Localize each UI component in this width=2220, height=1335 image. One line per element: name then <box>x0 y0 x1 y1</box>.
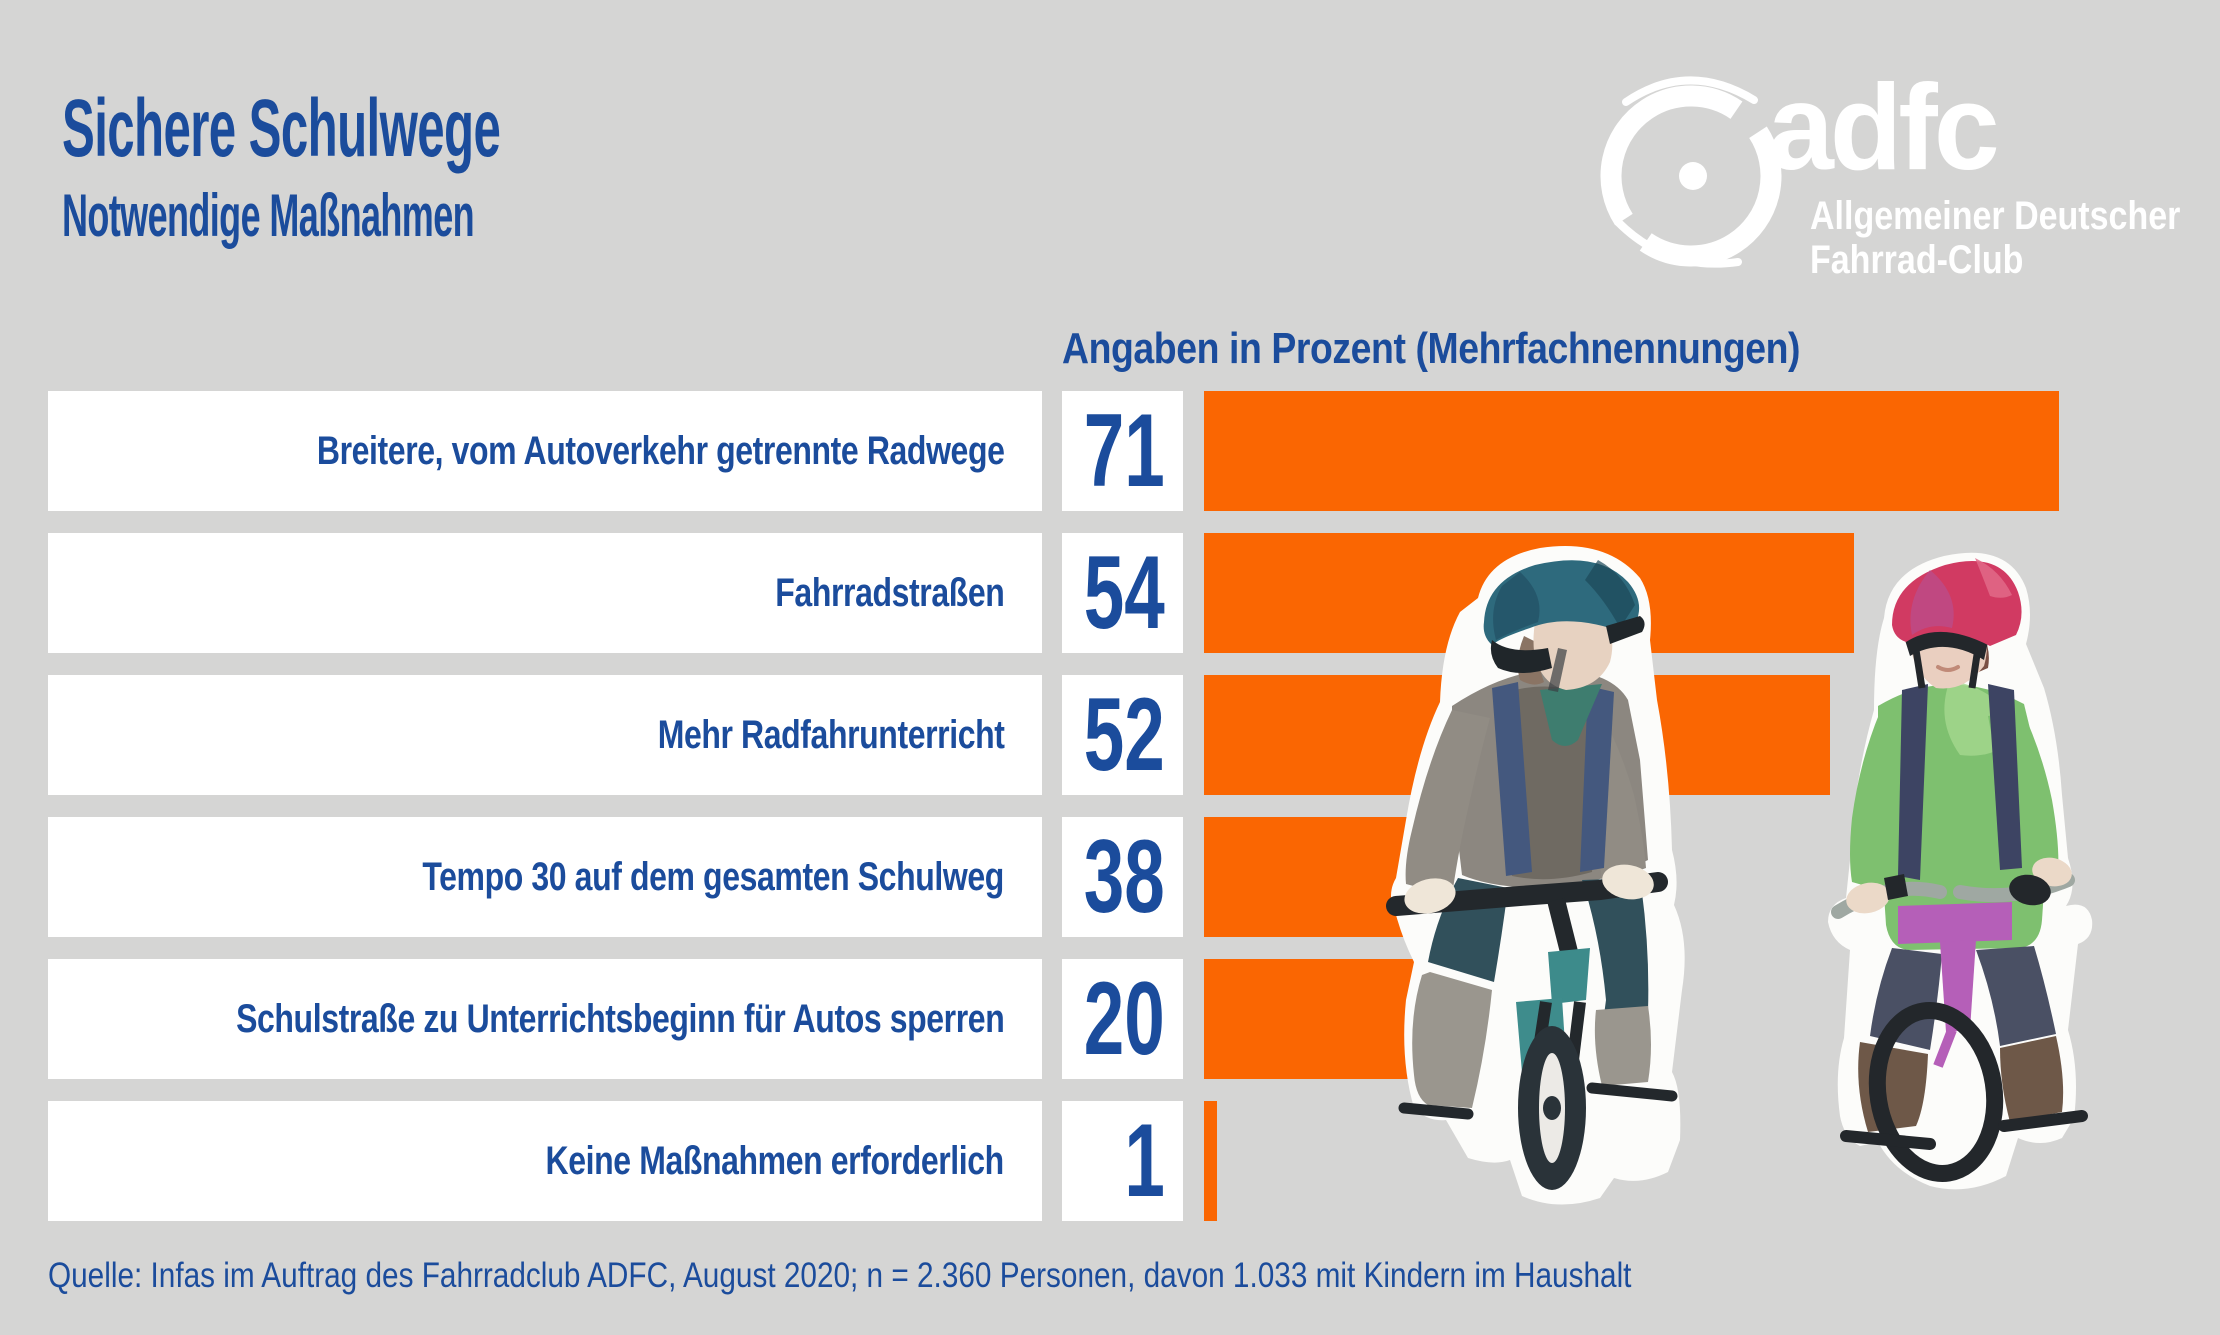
value-label: 1 <box>1062 1101 1183 1221</box>
category-label: Mehr Radfahrunterricht <box>48 675 1042 795</box>
page-subtitle: Notwendige Maßnahmen <box>62 182 475 249</box>
logo-tagline-line2: Fahrrad-Club <box>1810 238 2024 282</box>
logo-tagline-line1: Allgemeiner Deutscher <box>1810 194 2181 238</box>
logo-brand: adfc <box>1768 59 2000 195</box>
category-label: Breitere, vom Autoverkehr getrennte Radw… <box>48 391 1042 511</box>
chart-row: Keine Maßnahmen erforderlich 1 <box>0 1101 2220 1221</box>
title-block: Sichere Schulwege Notwendige Maßnahmen <box>62 88 792 246</box>
page-title: Sichere Schulwege <box>62 83 501 174</box>
chart-units-label: Angaben in Prozent (Mehrfachnennungen) <box>1062 324 1801 373</box>
value-label: 20 <box>1062 959 1183 1079</box>
value-label: 71 <box>1062 391 1183 511</box>
chart-row: Fahrradstraßen 54 <box>0 533 2220 653</box>
chart-row: Tempo 30 auf dem gesamten Schulweg 38 <box>0 817 2220 937</box>
chart-row: Breitere, vom Autoverkehr getrennte Radw… <box>0 391 2220 511</box>
category-label: Schulstraße zu Unterrichtsbeginn für Aut… <box>48 959 1042 1079</box>
category-label: Tempo 30 auf dem gesamten Schulweg <box>48 817 1042 937</box>
bar <box>1204 533 1854 653</box>
source-note: Quelle: Infas im Auftrag des Fahrradclub… <box>48 1256 1632 1295</box>
chart-row: Schulstraße zu Unterrichtsbeginn für Aut… <box>0 959 2220 1079</box>
bar <box>1204 817 1662 937</box>
value-label: 54 <box>1062 533 1183 653</box>
value-label: 38 <box>1062 817 1183 937</box>
bar <box>1204 1101 1217 1221</box>
bar <box>1204 675 1830 795</box>
value-label: 52 <box>1062 675 1183 795</box>
bar <box>1204 391 2059 511</box>
category-label: Keine Maßnahmen erforderlich <box>48 1101 1042 1221</box>
bar <box>1204 959 1445 1079</box>
chart-row: Mehr Radfahrunterricht 52 <box>0 675 2220 795</box>
bike-wheel-icon <box>1600 76 1782 268</box>
category-label: Fahrradstraßen <box>48 533 1042 653</box>
